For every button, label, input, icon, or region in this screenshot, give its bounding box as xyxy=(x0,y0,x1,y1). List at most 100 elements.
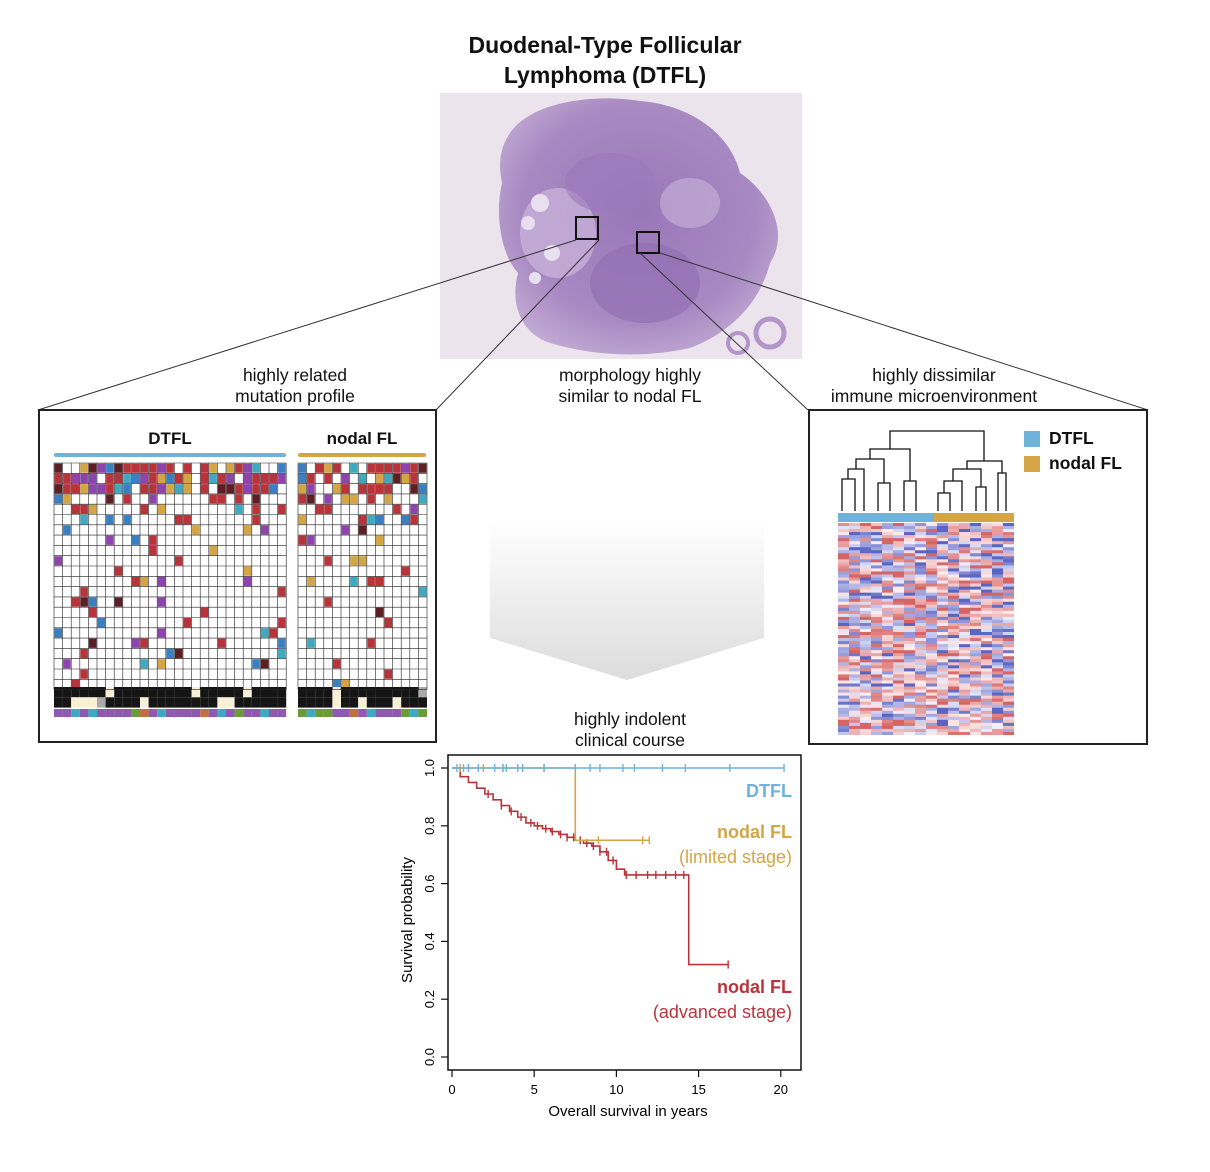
heatmap-cell xyxy=(937,556,949,560)
heatmap-cell xyxy=(871,622,883,627)
heatmap-cell xyxy=(926,523,938,527)
heatmap-cell xyxy=(915,707,927,712)
heatmap-cell xyxy=(893,619,905,624)
heatmap-cell xyxy=(838,577,850,581)
clinical-cell xyxy=(384,687,393,698)
heatmap-cell xyxy=(871,529,883,533)
heatmap-cell xyxy=(948,701,960,706)
heatmap-cell xyxy=(970,632,982,636)
heatmap-cell xyxy=(948,577,960,581)
heatmap-cell xyxy=(992,625,1004,630)
heatmap-cell xyxy=(981,580,993,584)
heatmap-cell xyxy=(882,544,894,548)
heatmap-cell xyxy=(970,665,982,669)
heatmap-cell xyxy=(849,671,861,675)
heatmap-cell xyxy=(893,662,905,666)
heatmap-cell xyxy=(926,589,938,593)
mutation-cell xyxy=(200,484,209,494)
heatmap-cell xyxy=(1003,728,1014,733)
heatmap-cell xyxy=(893,571,905,575)
heatmap-cell xyxy=(981,598,993,603)
heatmap-cell xyxy=(926,580,938,584)
mutation-cell xyxy=(114,566,123,576)
mutation-cell xyxy=(235,504,243,514)
heatmap-cell xyxy=(937,728,949,733)
heatmap-cell xyxy=(849,722,861,727)
clinical-cell xyxy=(243,687,252,698)
heatmap-cell xyxy=(860,716,872,721)
mutation-cell xyxy=(298,463,307,473)
heatmap-cell xyxy=(893,583,905,587)
clinical-cell xyxy=(105,687,115,698)
heatmap-cell xyxy=(937,644,949,648)
clinical-cell xyxy=(140,697,149,708)
heatmap-cell xyxy=(882,568,894,572)
heatmap-cell xyxy=(948,559,960,563)
heatmap-cell xyxy=(871,556,883,560)
heatmap-cell xyxy=(882,716,894,721)
plot-frame xyxy=(447,754,802,1071)
clinical-cell xyxy=(341,687,350,698)
heatmap-cell xyxy=(981,592,993,596)
heatmap-cell xyxy=(959,635,971,639)
heatmap-cell xyxy=(1003,583,1014,587)
heatmap-cell xyxy=(893,544,905,548)
heatmap-cell xyxy=(882,719,894,724)
heatmap-cell xyxy=(948,677,960,681)
heatmap-cell xyxy=(838,589,850,593)
mutation-cell xyxy=(401,463,410,473)
mutation-cell xyxy=(209,494,217,504)
heatmap-cell xyxy=(992,577,1004,581)
heatmap-cell xyxy=(970,574,982,578)
heatmap-cell xyxy=(992,571,1004,575)
heatmap-cell xyxy=(992,707,1004,712)
heatmap-cell xyxy=(959,544,971,548)
clinical-cell xyxy=(71,687,80,698)
heatmap-cell xyxy=(992,559,1004,563)
heatmap-cell xyxy=(1003,601,1014,606)
heatmap-cell xyxy=(981,583,993,587)
heatmap-cell xyxy=(871,571,883,575)
mutation-cell xyxy=(88,473,97,484)
heatmap-cell xyxy=(849,613,861,618)
mutation-cell xyxy=(324,473,332,484)
heatmap-cell xyxy=(904,601,916,606)
heatmap-cell xyxy=(948,635,960,639)
heatmap-cell xyxy=(882,710,894,715)
heatmap-cell xyxy=(981,713,993,718)
heatmap-cell xyxy=(904,523,916,527)
heatmap-cell xyxy=(959,535,971,539)
heatmap-cell xyxy=(882,589,894,593)
heatmap-cell xyxy=(860,583,872,587)
heatmap-cell xyxy=(882,629,894,633)
heatmap-cell xyxy=(926,538,938,542)
mutation-cell xyxy=(174,648,183,659)
heatmap-cell xyxy=(1003,613,1014,618)
clinical-cell xyxy=(277,697,287,708)
heatmap-cell xyxy=(838,613,850,618)
heatmap-cell xyxy=(860,550,872,554)
heatmap-cell xyxy=(893,716,905,721)
heatmap-cell xyxy=(992,529,1004,533)
caption-mutation-line1: highly related xyxy=(242,365,348,385)
heatmap-cell xyxy=(937,592,949,596)
heatmap-cell xyxy=(882,728,894,733)
heatmap-cell xyxy=(849,674,861,678)
heatmap-cell xyxy=(1003,604,1014,609)
clinical-cell xyxy=(358,697,367,708)
heatmap-cell xyxy=(893,625,905,630)
mutation-cell xyxy=(54,473,63,484)
y-tick-label: 0.8 xyxy=(422,817,437,835)
clinical-cell xyxy=(306,697,316,708)
heatmap-cell xyxy=(904,653,916,657)
heatmap-cell xyxy=(992,565,1004,569)
heatmap-cell xyxy=(893,686,905,690)
heatmap-cell xyxy=(948,692,960,696)
heatmap-cell xyxy=(893,713,905,718)
heatmap-cell xyxy=(981,607,993,612)
heatmap-cell xyxy=(992,689,1004,693)
heatmap-cell xyxy=(882,580,894,584)
heatmap-cell xyxy=(937,710,949,715)
heatmap-cell xyxy=(959,713,971,718)
heatmap-cell xyxy=(849,619,861,624)
